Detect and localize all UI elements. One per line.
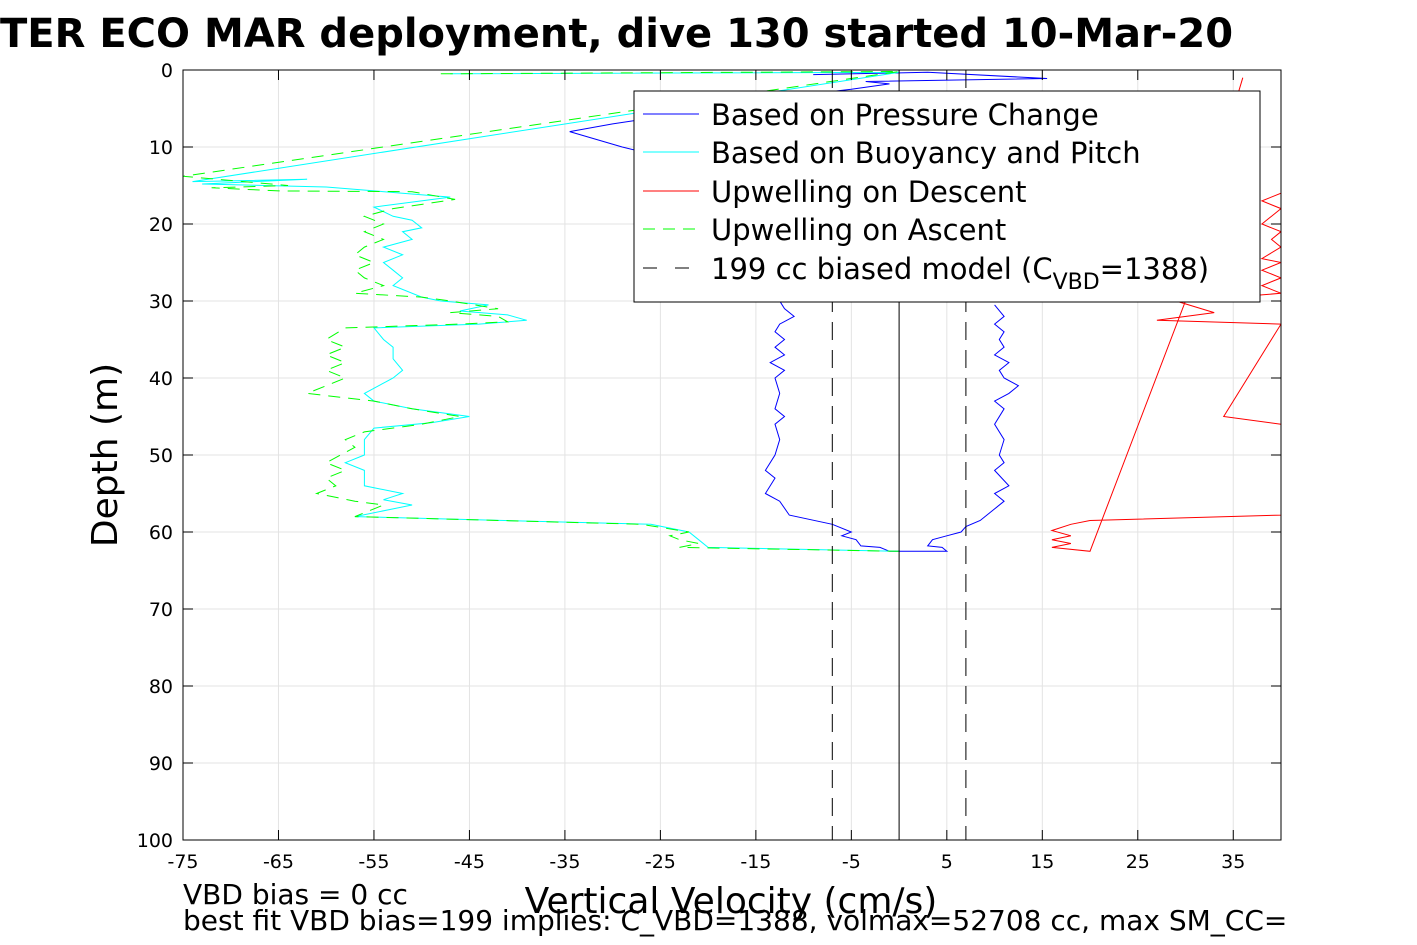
legend-entry-upwelling-ascent: Upwelling on Ascent xyxy=(711,213,1006,247)
axis-ticks: -75 -65 -55 -45 -35 -25 -15 -5 5 15 25 350102030405… xyxy=(137,60,1281,873)
x-tick-label: -35 xyxy=(549,851,580,873)
y-tick-label: 80 xyxy=(149,676,173,698)
y-tick-label: 60 xyxy=(149,522,173,544)
series-upwelling-ascent xyxy=(183,71,900,552)
x-axis-label: Vertical Velocity (cm/s) xyxy=(525,881,938,922)
x-tick-label: 25 xyxy=(1126,851,1150,873)
series-buoyancy-pitch xyxy=(192,71,900,552)
legend-model-subscript: VBD xyxy=(1053,270,1100,295)
x-tick-label: -55 xyxy=(358,851,389,873)
y-tick-label: 40 xyxy=(149,368,173,390)
x-tick-label: -15 xyxy=(740,851,771,873)
x-tick-label: 35 xyxy=(1221,851,1245,873)
x-tick-label: -65 xyxy=(263,851,294,873)
x-tick-label: -5 xyxy=(842,851,861,873)
y-tick-label: 30 xyxy=(149,291,173,313)
legend-entry-pressure-change: Based on Pressure Change xyxy=(711,98,1099,132)
legend-entry-buoyancy-pitch: Based on Buoyancy and Pitch xyxy=(711,136,1141,170)
y-tick-label: 0 xyxy=(161,60,173,82)
y-tick-label: 100 xyxy=(137,830,173,852)
legend-model-suffix: =1388) xyxy=(1100,252,1209,286)
y-tick-label: 50 xyxy=(149,445,173,467)
y-tick-label: 10 xyxy=(149,137,173,159)
legend-model-prefix: 199 cc biased model (C xyxy=(711,252,1053,286)
y-tick-label: 90 xyxy=(149,753,173,775)
annotation-best-fit: best fit VBD bias=199 implies: C_VBD=138… xyxy=(183,904,1287,937)
legend-entry-upwelling-descent: Upwelling on Descent xyxy=(711,175,1027,209)
x-tick-label: -75 xyxy=(167,851,198,873)
legend-box xyxy=(633,90,1261,303)
legend-entry-biased-model: 199 cc biased model (CVBD=1388) xyxy=(711,252,1209,295)
y-tick-label: 70 xyxy=(149,599,173,621)
x-tick-label: 5 xyxy=(941,851,953,873)
x-tick-label: 15 xyxy=(1030,851,1054,873)
y-axis-label: Depth (m) xyxy=(85,363,126,547)
x-tick-label: -25 xyxy=(645,851,676,873)
x-tick-label: -45 xyxy=(454,851,485,873)
annotation-vbd-bias: VBD bias = 0 cc xyxy=(183,878,408,911)
chart-title: TER ECO MAR deployment, dive 130 started… xyxy=(0,11,1233,57)
legend: Based on Pressure Change Based on Buoyanc… xyxy=(633,90,1261,303)
series-upwelling-descent xyxy=(1050,77,1281,552)
y-tick-label: 20 xyxy=(149,214,173,236)
